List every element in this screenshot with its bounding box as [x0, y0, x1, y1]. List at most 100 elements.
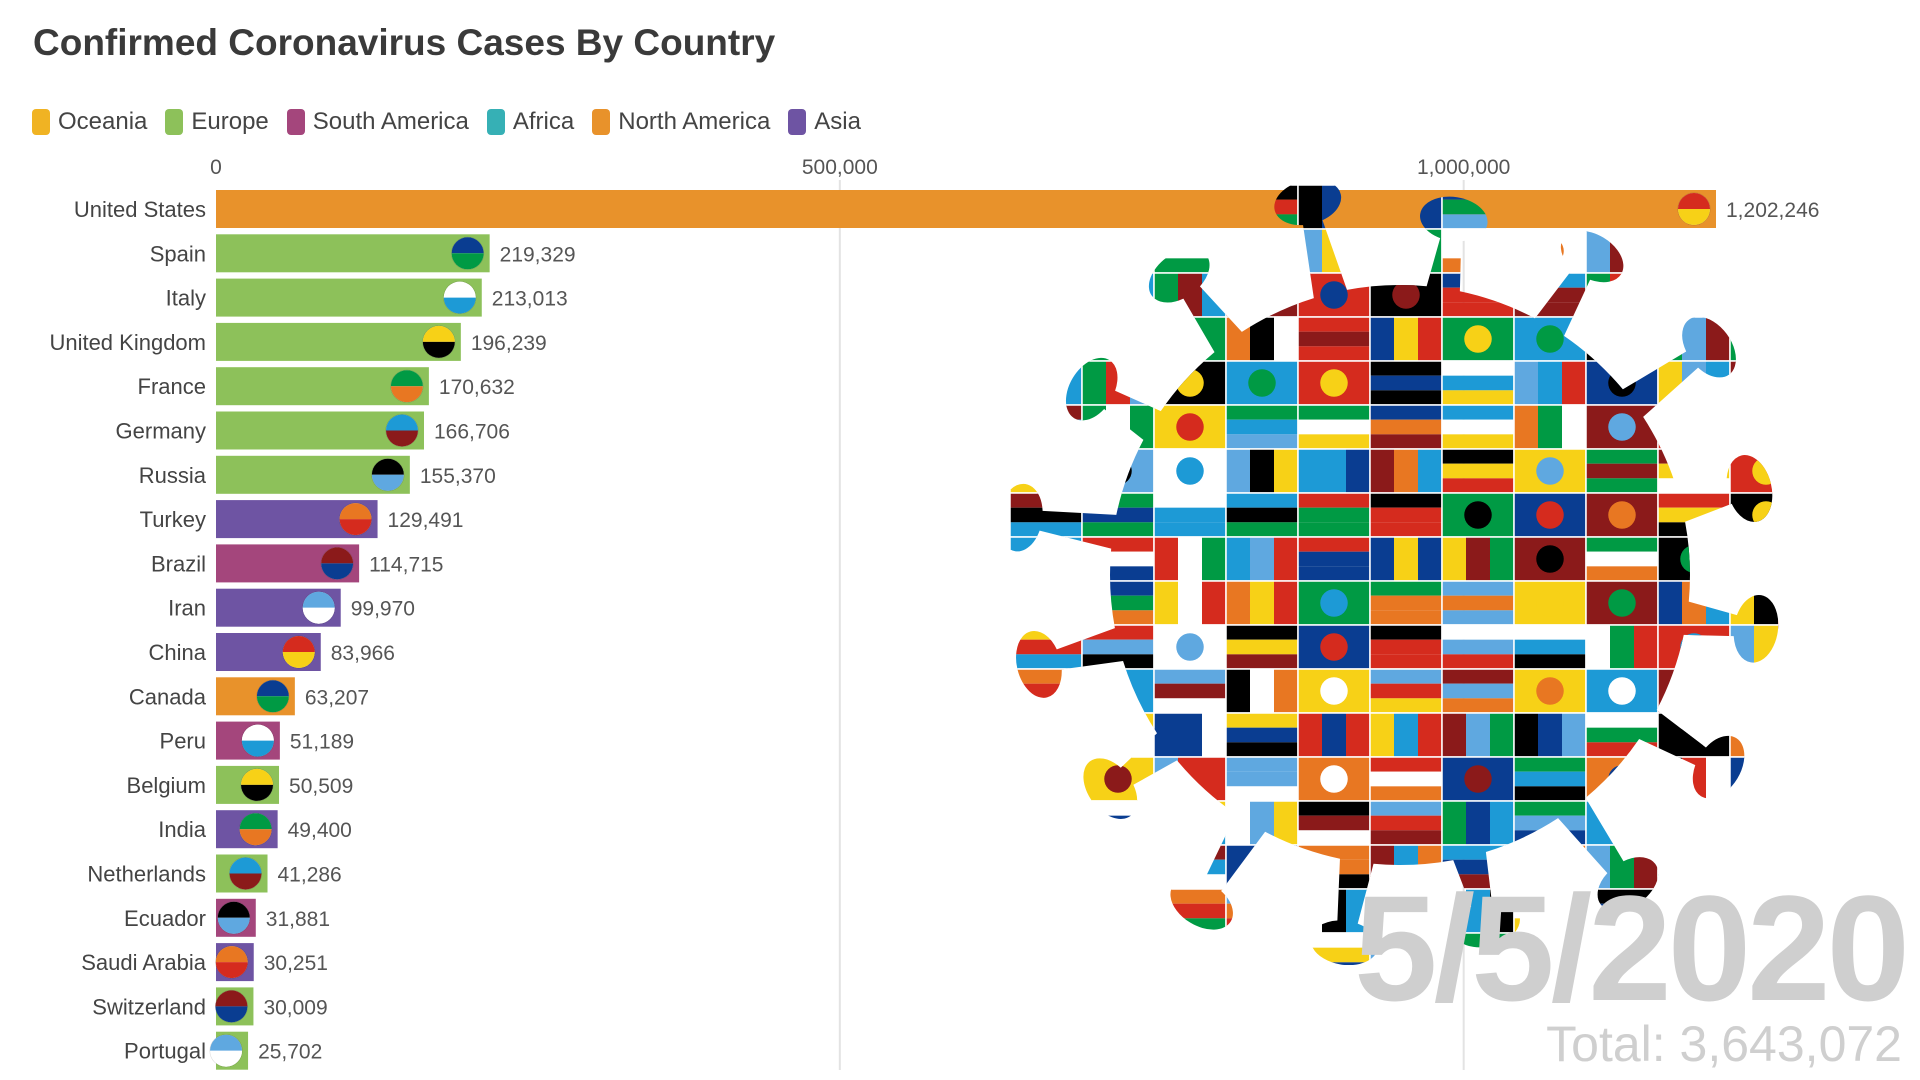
legend-label: Africa	[512, 108, 575, 135]
legend-item-oceania: Oceania	[32, 108, 147, 136]
chart-title: Confirmed Coronavirus Cases By Country	[33, 22, 776, 63]
value-label: 83,966	[331, 642, 395, 665]
country-label: India	[158, 817, 206, 842]
bar-row: United Kingdom 196,239	[49, 322, 547, 361]
value-label: 219,329	[500, 243, 576, 266]
bar-row: Germany 166,706	[116, 411, 510, 450]
bar	[216, 322, 461, 361]
country-label: United Kingdom	[49, 330, 206, 355]
flag-badge-icon	[229, 857, 263, 890]
flag-badge-icon	[214, 989, 248, 1023]
legend: Oceania Europe South America Africa North Am…	[32, 108, 861, 136]
country-label: Turkey	[140, 507, 206, 532]
country-label: Ecuador	[124, 906, 206, 931]
bar-row: Ecuador 31,881	[124, 898, 330, 937]
flag-badge-icon	[239, 812, 273, 846]
country-label: Switzerland	[92, 994, 206, 1019]
legend-item-africa: Africa	[486, 108, 575, 136]
value-label: 25,702	[258, 1041, 322, 1064]
legend-label: South America	[312, 108, 469, 135]
value-label: 51,189	[290, 731, 354, 754]
bar-row: Peru 51,189	[160, 721, 354, 760]
value-label: 30,009	[263, 996, 327, 1019]
legend-item-asia: Asia	[788, 108, 861, 136]
country-label: Saudi Arabia	[81, 950, 207, 975]
value-label: 213,013	[492, 288, 568, 311]
flag-badge-icon	[390, 369, 424, 403]
value-label: 166,706	[434, 421, 510, 444]
flag-badge-icon	[443, 281, 477, 315]
value-label: 41,286	[278, 864, 342, 887]
bar-row: France 170,632	[138, 367, 515, 406]
bar-row: Saudi Arabia 30,251	[81, 943, 328, 982]
value-label: 49,400	[288, 819, 352, 842]
legend-item-north-america: North America	[592, 108, 770, 136]
bar-row: Iran 99,970	[168, 588, 415, 627]
value-label: 1,202,246	[1726, 199, 1819, 222]
country-label: United States	[74, 197, 206, 222]
legend-item-south-america: South America	[286, 108, 469, 136]
country-label: France	[138, 374, 206, 399]
bar-row: Portugal 25,702	[124, 1031, 322, 1070]
bar-row: China 83,966	[149, 633, 395, 671]
value-label: 114,715	[369, 553, 443, 576]
legend-swatch	[788, 109, 807, 135]
flag-badge-icon	[302, 591, 336, 625]
flag-badge-icon	[1677, 192, 1711, 226]
value-label: 50,509	[289, 775, 353, 798]
flag-badge-icon	[371, 458, 405, 492]
flag-badge-icon	[215, 945, 249, 979]
country-label: Netherlands	[87, 862, 206, 887]
country-label: Germany	[116, 419, 206, 444]
country-label: Brazil	[151, 551, 206, 576]
flag-badge-icon	[209, 1034, 243, 1068]
legend-swatch	[165, 109, 184, 135]
value-label: 129,491	[388, 509, 464, 532]
date-label: 5/5/2020	[1354, 864, 1910, 1032]
country-label: Russia	[139, 463, 207, 488]
flag-badge-icon	[320, 546, 354, 580]
legend-label: Europe	[191, 108, 269, 135]
bar-row: Canada 63,207	[129, 677, 369, 716]
flag-badge-icon	[282, 635, 316, 669]
flag-badge-icon	[240, 768, 274, 802]
legend-item-europe: Europe	[165, 108, 269, 136]
x-tick-label: 1,000,000	[1417, 156, 1510, 179]
bar-row: Turkey 129,491	[140, 500, 464, 539]
bar-row: India 49,400	[158, 810, 352, 849]
legend-swatch	[32, 109, 50, 135]
country-label: China	[149, 640, 207, 665]
bar-row: Spain 219,329	[150, 234, 576, 273]
legend-swatch	[286, 109, 305, 135]
country-label: Canada	[129, 684, 207, 709]
value-label: 30,251	[264, 952, 328, 975]
value-label: 170,632	[439, 376, 515, 399]
x-tick-label: 0	[210, 156, 222, 179]
legend-swatch	[592, 109, 611, 135]
country-label: Spain	[150, 241, 206, 266]
bar	[216, 278, 482, 317]
country-label: Iran	[168, 596, 206, 621]
flag-badge-icon	[422, 325, 456, 359]
value-label: 155,370	[420, 465, 496, 488]
country-label: Italy	[166, 286, 206, 311]
value-label: 31,881	[266, 908, 330, 931]
virus-flag-mosaic-illustration	[1010, 185, 1783, 965]
legend-label: Oceania	[58, 108, 148, 135]
flag-badge-icon	[339, 502, 373, 536]
bar-row: Italy 213,013	[166, 278, 568, 317]
country-label: Belgium	[127, 773, 206, 798]
flag-badge-icon	[451, 236, 485, 270]
legend-swatch	[486, 109, 505, 135]
value-label: 63,207	[305, 686, 369, 709]
bar-row: Russia 155,370	[139, 455, 496, 494]
flag-badge-icon	[241, 724, 275, 758]
bar-row: Belgium 50,509	[127, 765, 353, 804]
value-label: 99,970	[351, 598, 415, 621]
country-label: Peru	[160, 729, 206, 754]
bar-row: Netherlands 41,286	[87, 854, 342, 893]
value-label: 196,239	[471, 332, 547, 355]
country-label: Portugal	[124, 1039, 206, 1064]
x-tick-label: 500,000	[802, 156, 878, 179]
